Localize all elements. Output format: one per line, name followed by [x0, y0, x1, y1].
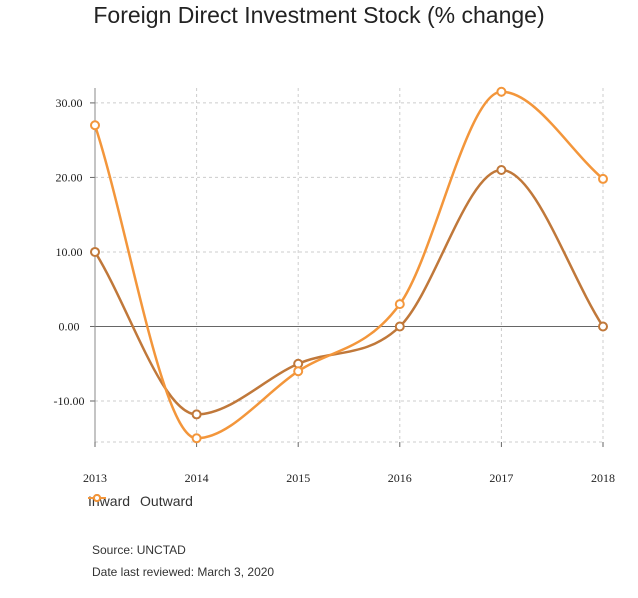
source-note: Source: UNCTAD — [92, 543, 186, 557]
data-point-inward[interactable] — [191, 409, 202, 420]
x-tick-label: 2018 — [591, 471, 615, 485]
footer: Source: UNCTAD Date last reviewed: March… — [92, 539, 274, 583]
x-tick-label: 2015 — [286, 471, 310, 485]
series-lines — [93, 90, 605, 440]
data-point-inward[interactable] — [496, 164, 507, 175]
legend: Inward Outward — [88, 493, 193, 509]
data-point-inward[interactable] — [598, 321, 608, 332]
data-point-outward[interactable] — [394, 299, 405, 310]
y-tick-label: -10.00 — [54, 394, 85, 408]
data-point-outward[interactable] — [496, 86, 507, 97]
series-line-outward — [93, 90, 604, 440]
data-point-outward[interactable] — [293, 366, 304, 377]
legend-item-outward[interactable]: Outward — [88, 493, 193, 509]
data-point-inward[interactable] — [394, 321, 405, 332]
y-tick-label: 30.00 — [56, 96, 83, 110]
legend-outward-marker — [88, 494, 106, 502]
grid-lines — [95, 88, 604, 443]
x-tick-label: 2013 — [83, 471, 107, 485]
y-tick-label: 20.00 — [56, 170, 83, 184]
y-tick-label: 0.00 — [59, 319, 80, 333]
series-line-inward — [93, 168, 605, 416]
last-reviewed-note: Date last reviewed: March 3, 2020 — [92, 565, 275, 579]
data-point-outward[interactable] — [191, 433, 202, 444]
tick-labels: 30.00 20.00 10.00 0.00 -10.00 2013 2014 2015 201… — [54, 96, 616, 485]
x-tick-label: 2017 — [489, 471, 513, 485]
legend-outward-label: Outward — [140, 493, 193, 509]
y-tick-label: 10.00 — [56, 245, 83, 259]
data-point-inward[interactable] — [90, 246, 100, 257]
x-tick-label: 2016 — [388, 471, 412, 485]
data-point-outward[interactable] — [598, 173, 608, 184]
data-point-outward[interactable] — [90, 120, 100, 131]
data-points — [90, 86, 608, 444]
x-tick-label: 2014 — [185, 471, 209, 485]
line-chart: 30.00 20.00 10.00 0.00 -10.00 2013 2014 2015 201… — [54, 86, 616, 485]
chart-title: Foreign Direct Investment Stock (% chang… — [93, 2, 545, 28]
